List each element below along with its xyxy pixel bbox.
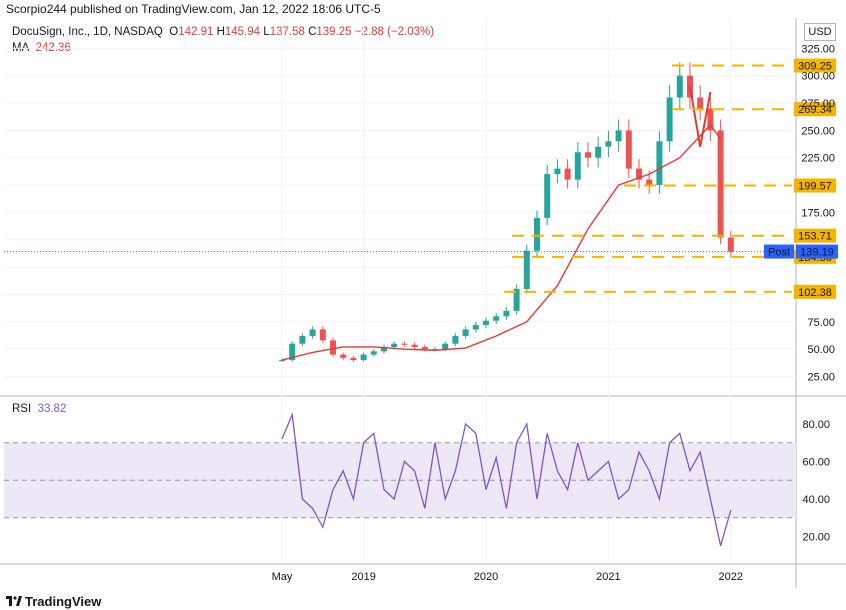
time-tick-label: May [272, 571, 293, 583]
close-value: 139.25 [316, 26, 352, 38]
low-label: L [263, 26, 270, 38]
low-value: 137.58 [269, 26, 305, 38]
ma-line [281, 123, 722, 361]
candle-body [636, 168, 642, 180]
level-value: 102.38 [798, 287, 832, 299]
candle-body [523, 250, 530, 289]
candle-body [676, 75, 683, 98]
candle-body [289, 343, 296, 361]
candle-body [340, 354, 347, 358]
time-tick-label: 2019 [351, 571, 375, 583]
candle-body [717, 130, 724, 238]
level-tag [794, 58, 836, 73]
post-price-tag [796, 244, 838, 259]
candle-body [574, 152, 581, 180]
price-tick-label: 250.00 [801, 125, 835, 137]
symbol-name: DocuSign, Inc., 1D, NASDAQ [12, 26, 163, 38]
post-label: Post [768, 247, 790, 259]
candle-body [564, 168, 571, 180]
currency-button[interactable]: USD [804, 23, 836, 41]
rsi-label: RSI [12, 403, 32, 415]
price-tick-label: 300.00 [801, 71, 835, 83]
candle-body [646, 179, 653, 186]
candle-body [513, 288, 520, 311]
tradingview-brand: TradingView [25, 594, 102, 609]
candle-body [391, 343, 398, 347]
publisher-caption: Scorpio244 published on TradingView.com,… [6, 2, 381, 16]
rsi-legend: RSI 33.82 [12, 403, 66, 415]
candle-body [666, 97, 673, 142]
candle-body [615, 130, 622, 142]
candle-body [309, 329, 316, 337]
rsi-value: 33.82 [37, 403, 67, 415]
candle-body [595, 146, 602, 158]
change-value: −2.88 (−2.03%) [354, 26, 435, 38]
level-tag [794, 228, 836, 243]
candle-body [401, 343, 408, 345]
candle-body [442, 343, 449, 350]
level-tag [794, 284, 836, 299]
high-label: H [216, 26, 225, 38]
candle-body [697, 97, 704, 109]
candle-body [625, 130, 632, 169]
candle-body [656, 141, 663, 186]
post-price: 139.19 [800, 247, 834, 259]
candle-body [727, 237, 734, 252]
price-tick-label: 225.00 [801, 153, 835, 165]
rsi-line [281, 412, 732, 547]
candle-body [319, 329, 326, 341]
candle-body [483, 320, 489, 326]
candle-body [350, 357, 357, 361]
post-tag [764, 244, 794, 259]
candle-body [360, 354, 367, 361]
candle-body [381, 346, 387, 352]
level-value: 309.25 [798, 61, 832, 73]
close-label: C [308, 26, 317, 38]
candle-body [279, 360, 285, 362]
level-value: 199.57 [798, 181, 832, 193]
candle-body [503, 310, 510, 317]
tradingview-mark-icon [6, 594, 22, 606]
candle-body [330, 340, 336, 355]
level-value: 153.71 [798, 231, 832, 243]
price-tick-label: 75.00 [807, 317, 835, 329]
level-value: 269.34 [798, 104, 832, 116]
price-tick-label: 325.00 [801, 43, 835, 55]
time-tick-label: 2020 [474, 571, 498, 583]
candle-body [605, 141, 612, 147]
price-tick-label: 50.00 [807, 344, 835, 356]
candle-body [554, 168, 561, 175]
open-label: O [169, 26, 179, 38]
candle-body [370, 351, 377, 355]
candle-body [544, 174, 551, 218]
candle-body [707, 108, 714, 131]
tradingview-logo[interactable]: TradingView [6, 594, 101, 609]
candle-body [534, 217, 540, 251]
open-value: 142.91 [178, 26, 214, 38]
rsi-tick-label: 40.00 [802, 494, 830, 506]
time-tick-label: 2021 [596, 571, 620, 583]
candle-body [421, 346, 428, 350]
rsi-tick-label: 20.00 [802, 532, 830, 544]
level-tag [794, 178, 836, 193]
candle-body [472, 325, 479, 330]
symbol-legend: DocuSign, Inc., 1D, NASDAQ O142.91 H145.… [12, 26, 434, 38]
candle-body [462, 329, 469, 337]
candle-body [585, 152, 591, 158]
candle-body [493, 316, 500, 321]
candle-body [411, 344, 418, 347]
price-tick-label: 275.00 [801, 98, 835, 110]
level-tag [794, 102, 836, 117]
price-tick-label: 25.00 [807, 372, 835, 384]
price-tick-label: 175.00 [801, 207, 835, 219]
rsi-tick-label: 80.00 [802, 419, 830, 431]
high-value: 145.94 [224, 26, 261, 38]
rsi-tick-label: 60.00 [802, 457, 830, 469]
time-tick-label: 2022 [719, 571, 743, 583]
annotation-stroke [689, 86, 712, 147]
candle-body [299, 336, 306, 344]
candle-body [452, 336, 459, 344]
